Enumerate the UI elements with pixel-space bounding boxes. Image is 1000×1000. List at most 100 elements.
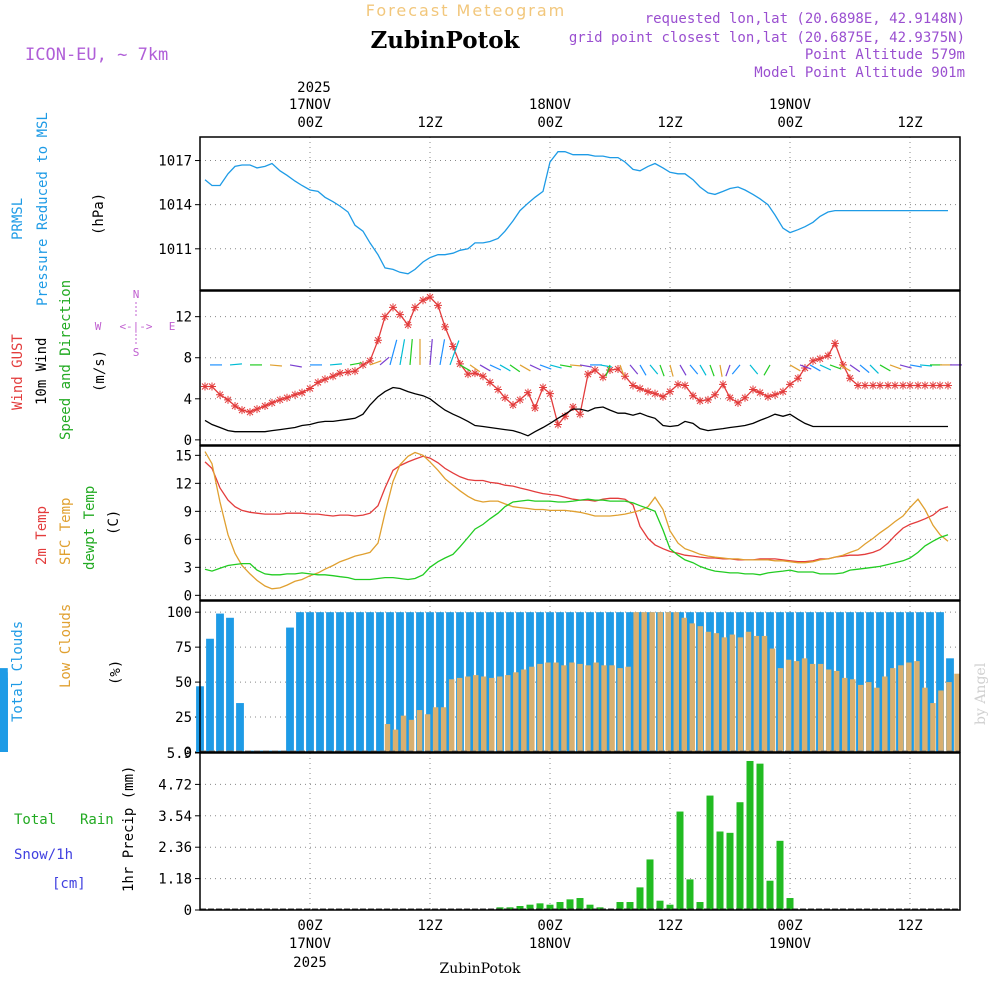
panels: 1011101410170481203691215025507510001.18…	[0, 136, 962, 919]
low-cloud-bar	[833, 670, 840, 752]
rain-bar	[576, 898, 584, 910]
clouds-frame	[199, 600, 961, 753]
gust-marker	[389, 303, 397, 312]
temperature-ytick-label: 0	[184, 588, 192, 604]
gust-marker	[374, 336, 382, 345]
wind-arrow	[839, 364, 851, 372]
wind-ytick-label: 12	[175, 310, 192, 326]
gust-marker	[216, 390, 224, 399]
gust-marker	[591, 366, 599, 375]
low-cloud-bar	[817, 663, 824, 752]
low-cloud-bar	[922, 687, 928, 752]
gust-marker	[471, 369, 479, 378]
wind-arrow	[539, 364, 552, 370]
total-cloud-bar	[326, 612, 334, 752]
sfc-temp-line	[204, 451, 949, 590]
low-cloud-bar	[930, 703, 936, 752]
gust-marker	[666, 387, 674, 396]
wind-arrow	[889, 364, 902, 370]
rain-bar	[556, 902, 564, 910]
total-cloud-bar	[716, 612, 724, 752]
low-cloud-bar	[400, 715, 407, 752]
temperature-labels: 2m Temp SFC Temp dewpt Temp (C)	[34, 486, 122, 570]
total-cloud-bar	[556, 612, 564, 752]
clouds-ytick-label: 50	[175, 675, 192, 691]
gust-marker	[644, 387, 652, 396]
wind-arrow	[399, 339, 406, 366]
low-cloud-bar	[898, 665, 904, 752]
temperature-ytick-label: 15	[175, 448, 192, 464]
total-cloud-bar	[476, 612, 484, 752]
clouds-ytick-label: 0	[184, 745, 192, 761]
gust-marker	[224, 395, 232, 404]
low-cloud-bar	[384, 724, 391, 752]
precipitation-frame	[199, 752, 961, 911]
wind-arrow	[479, 364, 491, 372]
pressure-units: (hPa)	[91, 193, 107, 235]
gust-marker	[749, 385, 757, 394]
top-year-label: 2025	[297, 80, 331, 96]
total-cloud-bar	[636, 612, 644, 752]
rain-bar	[676, 811, 684, 910]
gust-marker	[404, 320, 412, 329]
total-cloud-bar	[516, 612, 524, 752]
gust-marker	[899, 381, 907, 390]
total-cloud-bar	[596, 612, 604, 752]
low-cloud-bar	[946, 682, 952, 752]
gust-marker	[861, 381, 869, 390]
gust-marker	[629, 381, 637, 390]
gust-marker	[914, 381, 922, 390]
prmsl-label: PRMSL	[10, 198, 26, 240]
low-cloud-bar	[625, 666, 631, 752]
clouds-ytick-label: 100	[167, 605, 192, 621]
rain-bar	[526, 904, 534, 910]
gust-marker	[321, 375, 329, 384]
wind-arrow	[659, 364, 665, 377]
low-cloud-bar	[801, 658, 808, 752]
low-cloud-bar	[689, 623, 696, 752]
gust-marker	[734, 398, 742, 407]
pressure-ytick-label: 1014	[158, 198, 192, 214]
gust-marker	[306, 384, 314, 393]
wind-arrow	[439, 339, 446, 366]
low-cloud-bar	[874, 687, 880, 752]
gust-marker	[366, 356, 374, 365]
wind-ytick-label: 0	[184, 433, 192, 449]
low-cloud-bar	[841, 677, 848, 752]
wind-arrow	[429, 338, 433, 365]
gust-marker	[359, 360, 367, 369]
location-title: ZubinPotok	[371, 27, 521, 54]
wind-arrow	[725, 364, 731, 377]
low-cloud-bar	[906, 662, 912, 752]
wind-arrow	[459, 364, 471, 372]
rain-bar	[586, 904, 594, 910]
gust-marker	[208, 382, 216, 391]
gust-marker	[869, 381, 877, 390]
gust-marker	[336, 369, 344, 378]
low-cloud-bar	[569, 662, 575, 752]
gust-marker	[906, 381, 914, 390]
gust-marker	[464, 370, 472, 379]
dewpt-temp-label: dewpt Temp	[82, 486, 98, 570]
low-cloud-bar	[464, 676, 471, 752]
low-clouds-label: Low Clouds	[58, 604, 74, 688]
wind-arrow	[379, 356, 390, 366]
gust-marker	[314, 378, 322, 387]
gust-marker	[771, 390, 779, 399]
top-day-label: 19NOV	[769, 97, 812, 113]
gust-marker	[344, 368, 352, 377]
total-cloud-bar	[396, 612, 404, 752]
gust-marker	[921, 381, 929, 390]
gust-marker	[456, 359, 464, 368]
gust-marker	[659, 392, 667, 401]
total-cloud-bar	[386, 612, 394, 752]
top-hour-label: 00Z	[537, 115, 562, 131]
gust-marker	[238, 406, 246, 415]
gust-marker	[756, 388, 764, 397]
precip-units: 1hr Precip (mm)	[121, 766, 137, 892]
temperature-ytick-label: 9	[184, 504, 192, 520]
gust-marker	[606, 366, 614, 375]
gust-marker	[501, 393, 509, 402]
wind-arrow	[789, 364, 801, 372]
gust-marker	[824, 351, 832, 360]
